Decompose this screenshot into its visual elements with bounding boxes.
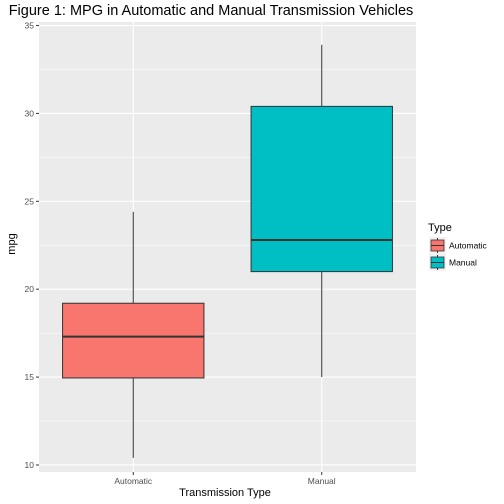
y-tick-label: 10 bbox=[25, 460, 35, 470]
chart-title: Figure 1: MPG in Automatic and Manual Tr… bbox=[9, 3, 414, 19]
box-manual bbox=[250, 44, 393, 378]
x-tick-label: Automatic bbox=[114, 476, 153, 486]
x-tick-label: Manual bbox=[308, 476, 336, 486]
y-tick-label: 15 bbox=[25, 372, 35, 382]
legend-item-automatic: Automatic bbox=[429, 237, 488, 254]
legend-title: Type bbox=[428, 222, 452, 234]
box-layer bbox=[62, 44, 393, 458]
legend-item-manual: Manual bbox=[429, 254, 477, 271]
legend-label: Manual bbox=[449, 258, 477, 268]
box-automatic bbox=[62, 211, 205, 458]
legend: Type Automatic Manual bbox=[428, 222, 488, 271]
y-tick-label: 30 bbox=[25, 108, 35, 118]
y-tick-label: 25 bbox=[25, 196, 35, 206]
iqr-box bbox=[250, 105, 393, 273]
iqr-box bbox=[62, 302, 205, 379]
y-axis-title: mpg bbox=[6, 233, 18, 254]
legend-label: Automatic bbox=[449, 241, 488, 251]
y-tick-label: 20 bbox=[25, 284, 35, 294]
x-axis-title: Transmission Type bbox=[179, 487, 271, 499]
y-tick-label: 35 bbox=[25, 21, 35, 31]
axis-layer: 10 15 20 25 30 35 Automatic Manual bbox=[25, 21, 336, 486]
